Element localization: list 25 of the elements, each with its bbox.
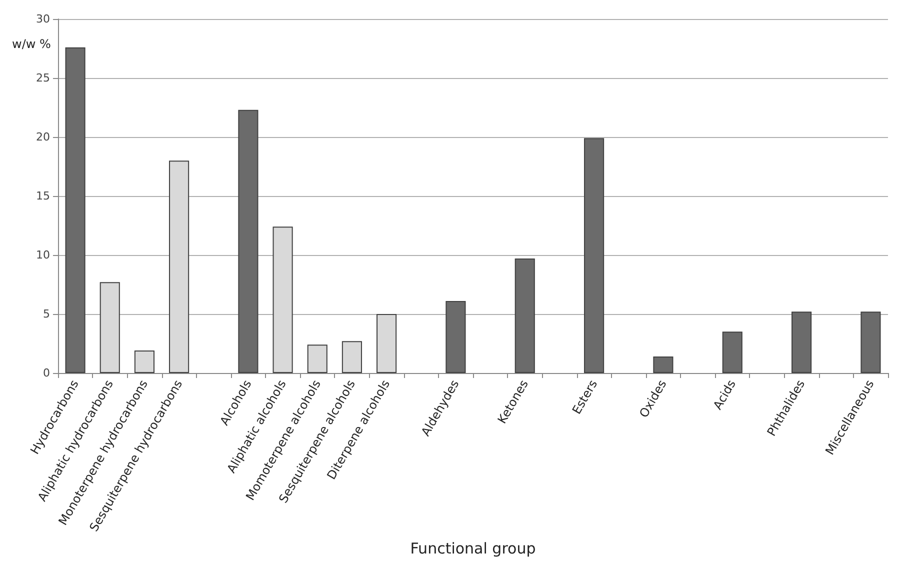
bar xyxy=(722,332,742,373)
bar xyxy=(584,138,604,373)
x-axis-title: Functional group xyxy=(410,540,536,558)
bar xyxy=(792,312,812,373)
y-tick-label: 25 xyxy=(36,71,50,84)
bar xyxy=(65,47,86,373)
bar xyxy=(100,282,120,373)
bar xyxy=(169,160,190,373)
bar xyxy=(238,110,258,373)
y-tick-label: 20 xyxy=(36,130,50,144)
y-axis-title: w/w % xyxy=(12,37,51,51)
bar xyxy=(307,344,328,373)
bar xyxy=(860,312,881,373)
y-tick-label: 0 xyxy=(43,366,50,380)
y-tick-label: 10 xyxy=(36,248,50,262)
y-tick-label: 5 xyxy=(43,307,50,320)
bar xyxy=(342,341,362,373)
y-tick-label: 30 xyxy=(36,12,50,26)
bar xyxy=(514,258,535,373)
bar xyxy=(653,356,674,373)
bar xyxy=(134,350,154,373)
bar xyxy=(272,226,293,373)
bar xyxy=(376,314,397,373)
y-tick-label: 15 xyxy=(36,189,50,202)
bar xyxy=(446,300,466,373)
